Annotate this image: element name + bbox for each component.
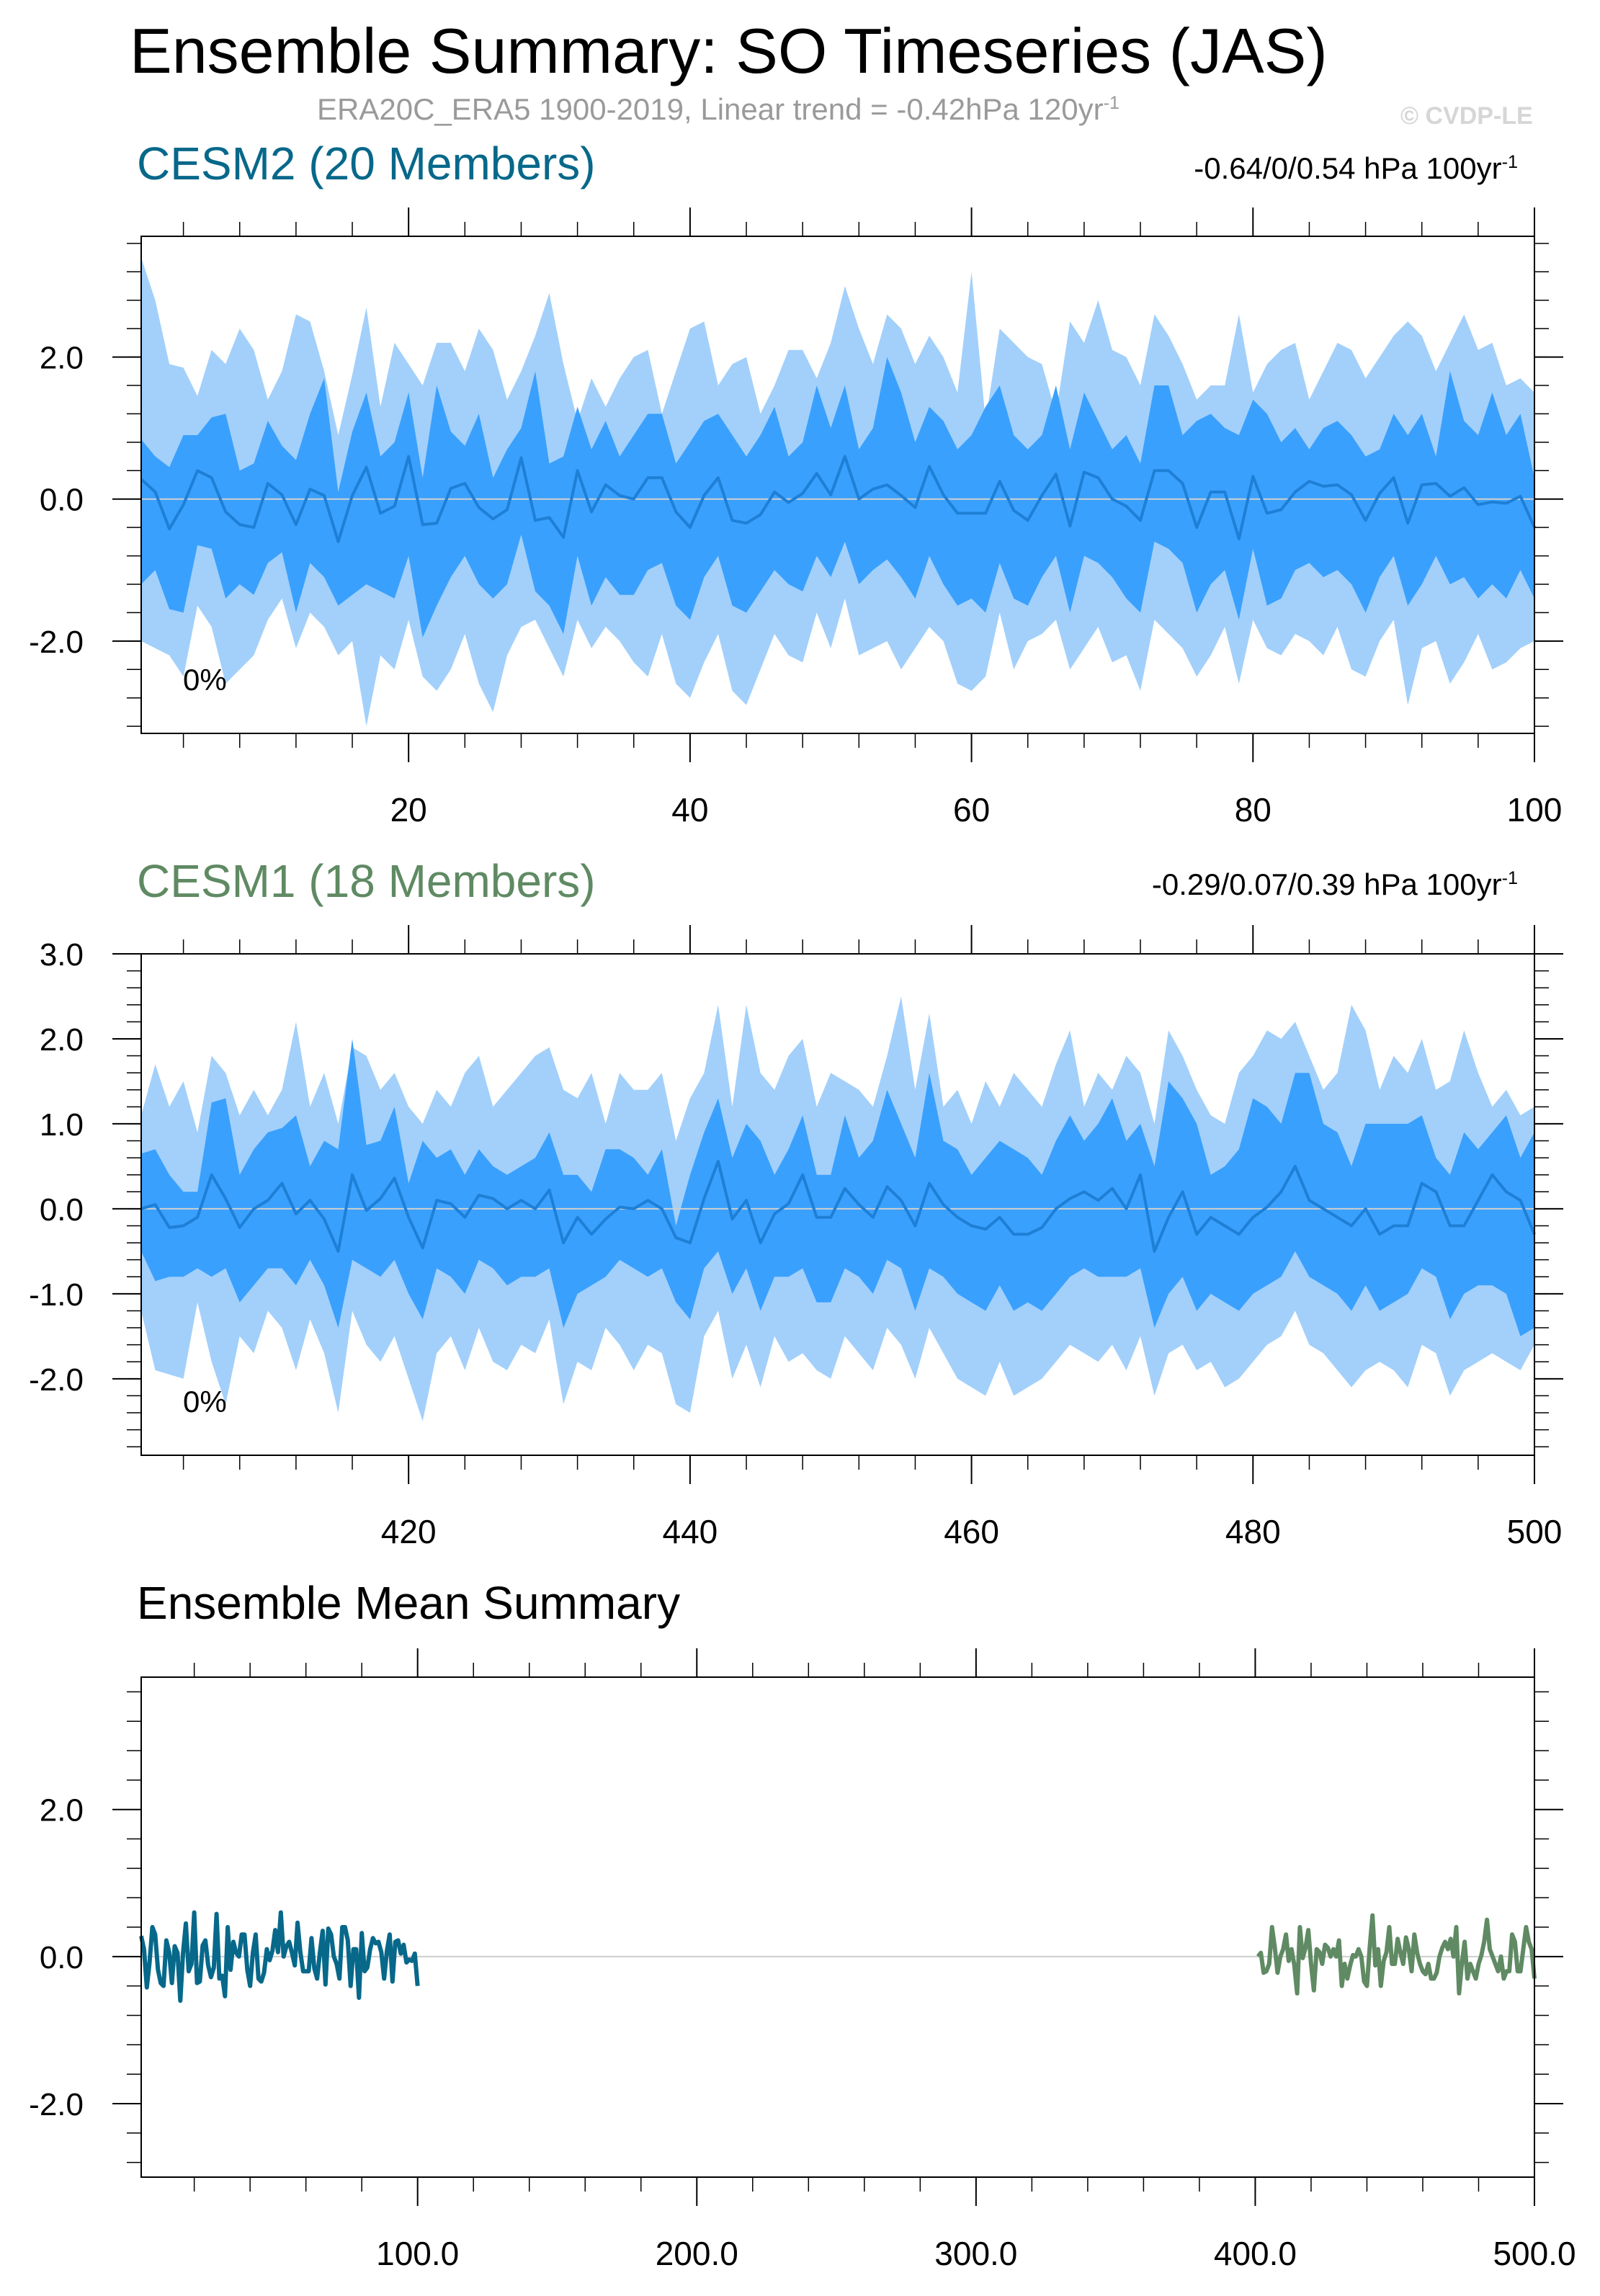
subtitle-text: ERA20C_ERA5 1900-2019, Linear trend = -0… <box>317 92 1104 126</box>
panel-3-title: Ensemble Mean Summary <box>137 1577 681 1629</box>
panel-1-trend: -0.64/0/0.54 hPa 100yr-1 <box>1194 151 1518 186</box>
x-tick-label: 480 <box>1225 1513 1281 1550</box>
y-tick-label: 0.0 <box>40 483 84 518</box>
figure-title: Ensemble Summary: SO Timeseries (JAS) <box>130 15 1328 86</box>
y-tick-label: 1.0 <box>40 1107 84 1143</box>
panel-2-title: CESM1 (18 Members) <box>137 855 596 907</box>
x-tick-label: 80 <box>1235 791 1271 828</box>
x-tick-label: 420 <box>381 1513 437 1550</box>
x-tick-label: 20 <box>390 791 427 828</box>
percent-label: 0% <box>183 663 227 697</box>
x-tick-label: 500 <box>1507 1513 1563 1550</box>
plot-frame <box>140 1676 1535 2178</box>
x-tick-label: 500.0 <box>1493 2235 1576 2272</box>
subtitle-superscript: -1 <box>1103 93 1119 113</box>
x-tick-label: 40 <box>671 791 708 828</box>
y-tick-label: -2.0 <box>29 1362 84 1398</box>
plot-frame <box>140 953 1535 1456</box>
x-tick-label: 200.0 <box>656 2235 738 2272</box>
plot-frame <box>140 236 1535 734</box>
y-tick-label: 2.0 <box>40 1022 84 1058</box>
panel-3-plot: 2.0 0.0 -2.0 100.0 200.0 300.0 400.0 500.0 <box>29 1648 1576 2272</box>
panel-2-plot: 0% 3.0 2.0 1.0 0.0 -1.0 -2.0 420 440 460 480 500 <box>29 925 1563 1550</box>
y-tick-label: 3.0 <box>40 937 84 973</box>
cesm2-mean-line <box>139 1910 420 2004</box>
x-tick-label: 100 <box>1507 791 1563 828</box>
ensemble-mean-line <box>140 1159 1536 1253</box>
panel-2-trend: -0.29/0.07/0.39 hPa 100yr-1 <box>1152 867 1518 902</box>
x-tick-label: 60 <box>953 791 990 828</box>
watermark: © CVDP-LE <box>1400 102 1533 130</box>
band-inner <box>141 357 1534 638</box>
panel-1-trend-superscript: -1 <box>1501 152 1518 172</box>
y-tick-label: -1.0 <box>29 1277 84 1313</box>
y-tick-label: 0.0 <box>40 1192 84 1228</box>
y-tick-label: -2.0 <box>29 625 84 660</box>
x-tick-label: 100.0 <box>376 2235 459 2272</box>
panel-2-trend-text: -0.29/0.07/0.39 hPa 100yr <box>1151 867 1502 901</box>
x-tick-label: 440 <box>663 1513 718 1550</box>
cesm1-mean-line <box>1256 1913 1537 1996</box>
y-tick-label: 2.0 <box>40 1793 84 1828</box>
x-tick-label: 460 <box>944 1513 999 1550</box>
panel-2-trend-superscript: -1 <box>1501 868 1518 888</box>
panel-1-plot: 0% 2.0 0.0 -2.0 20 40 60 80 100 <box>29 207 1563 828</box>
panel-1-title: CESM2 (20 Members) <box>137 138 596 189</box>
x-tick-label: 300.0 <box>934 2235 1017 2272</box>
x-tick-label: 400.0 <box>1214 2235 1297 2272</box>
figure-subtitle: ERA20C_ERA5 1900-2019, Linear trend = -0… <box>317 92 1119 127</box>
percent-label: 0% <box>183 1385 227 1419</box>
y-tick-label: -2.0 <box>29 2087 84 2122</box>
y-tick-label: 0.0 <box>40 1940 84 1975</box>
y-tick-label: 2.0 <box>40 341 84 376</box>
panel-1-trend-text: -0.64/0/0.54 hPa 100yr <box>1194 151 1502 185</box>
ensemble-mean-line <box>140 455 1536 543</box>
band-inner <box>141 1039 1534 1336</box>
